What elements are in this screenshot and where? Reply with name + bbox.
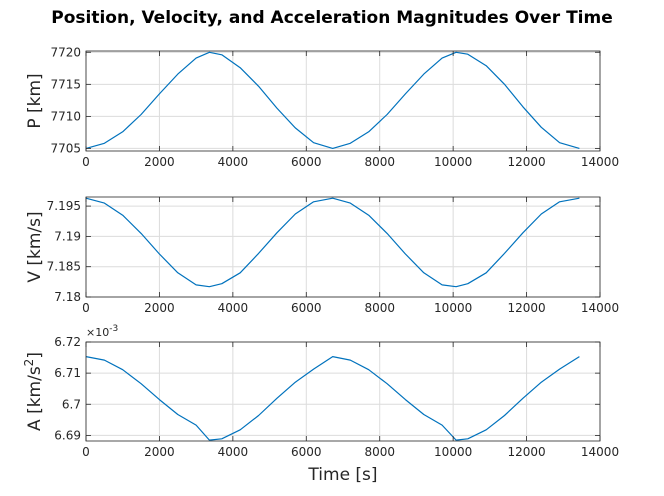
y-tick-label: 7.18 xyxy=(54,290,81,304)
y-tick-label: 7715 xyxy=(50,77,81,91)
x-tick-label: 6000 xyxy=(291,445,322,459)
x-tick-label: 14000 xyxy=(581,445,619,459)
data-series-line xyxy=(85,51,580,149)
x-tick-label: 12000 xyxy=(507,301,545,315)
axes-box xyxy=(85,196,601,298)
y-tick-label: 7.195 xyxy=(47,199,81,213)
subplot-1: 0 2000 4000 6000 8000 10000 12000 14000 7705 7710… xyxy=(25,45,619,169)
subplot-3: 0 2000 4000 6000 8000 10000 12000 14000 6.69 6.7 6… xyxy=(22,324,619,485)
plot-area xyxy=(86,51,600,151)
axes-box xyxy=(85,341,601,442)
plot-area xyxy=(86,342,600,441)
y-tick-label: 7710 xyxy=(50,109,81,123)
y-tick-label: 6.71 xyxy=(54,366,81,380)
y-axis-label-superscript: 2 xyxy=(22,359,36,367)
y-axis-label: P [km] xyxy=(25,73,45,128)
x-tick-label: 2000 xyxy=(144,301,175,315)
x-tick-label: 12000 xyxy=(507,445,545,459)
x-tick-label: 8000 xyxy=(364,445,395,459)
y-exponent-label: ×10-3 xyxy=(86,324,118,339)
x-tick-label: 8000 xyxy=(364,155,395,169)
x-tick-label: 4000 xyxy=(218,445,249,459)
y-axis-label: A [km/s2] xyxy=(22,352,45,431)
x-tick-label: 4000 xyxy=(218,301,249,315)
axes-box xyxy=(85,50,601,152)
y-tick-label: 7720 xyxy=(50,45,81,59)
y-tick-label: 7705 xyxy=(50,141,81,155)
y-tick-label: 7.185 xyxy=(47,260,81,274)
x-tick-label: 8000 xyxy=(364,301,395,315)
x-tick-label: 6000 xyxy=(291,155,322,169)
y-tick-label: 7.19 xyxy=(54,229,81,243)
figure-title: Position, Velocity, and Acceleration Mag… xyxy=(51,8,613,28)
y-axis-label-end: ] xyxy=(25,352,45,359)
x-tick-label: 2000 xyxy=(144,155,175,169)
x-tick-label: 2000 xyxy=(144,445,175,459)
x-tick-label: 0 xyxy=(82,301,90,315)
data-series-line xyxy=(85,197,580,288)
x-tick-label: 0 xyxy=(82,445,90,459)
x-axis-label: Time [s] xyxy=(307,465,377,485)
subplot-2: 0 2000 4000 6000 8000 10000 12000 14000 7.18 7.18… xyxy=(25,196,619,315)
x-tick-label: 10000 xyxy=(434,445,472,459)
y-tick-label: 6.69 xyxy=(54,428,81,442)
y-exponent-power: -3 xyxy=(109,324,118,334)
x-tick-label: 12000 xyxy=(507,155,545,169)
x-tick-label: 6000 xyxy=(291,301,322,315)
plot-area xyxy=(86,197,600,297)
x-tick-label: 14000 xyxy=(581,155,619,169)
x-tick-label: 10000 xyxy=(434,301,472,315)
x-tick-label: 14000 xyxy=(581,301,619,315)
y-tick-label: 6.7 xyxy=(62,397,81,411)
x-tick-label: 4000 xyxy=(218,155,249,169)
y-tick-label: 6.72 xyxy=(54,335,81,349)
data-series-line xyxy=(85,356,580,441)
x-tick-label: 10000 xyxy=(434,155,472,169)
x-tick-label: 0 xyxy=(82,155,90,169)
y-axis-label: V [km/s] xyxy=(25,211,45,282)
